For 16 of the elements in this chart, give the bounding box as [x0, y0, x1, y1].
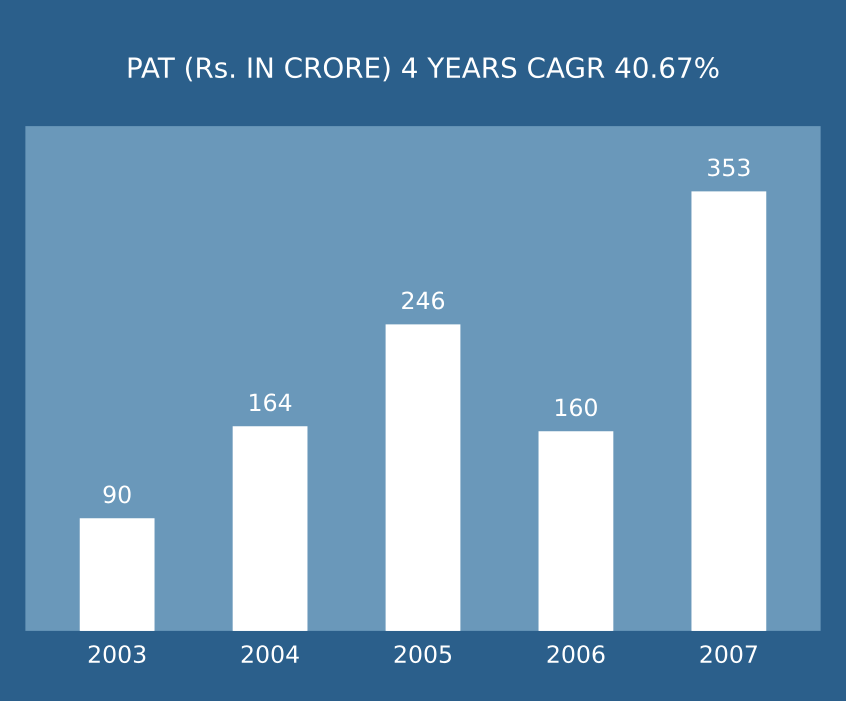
x-tick-label: 2007 — [700, 645, 757, 664]
x-tick-label: 2003 — [88, 645, 146, 664]
data-label: 160 — [556, 398, 597, 416]
data-label: 353 — [708, 158, 750, 176]
data-label: 90 — [104, 485, 131, 504]
data-label: 246 — [402, 292, 444, 310]
x-tick-label: 2006 — [548, 645, 604, 664]
bar — [232, 426, 308, 631]
bar — [80, 518, 155, 631]
bar — [538, 431, 614, 631]
x-tick-label: 2004 — [242, 645, 299, 664]
bar — [691, 191, 766, 631]
bar — [386, 324, 460, 631]
chart-title: PAT (Rs. IN CRORE) 4 YEARS CAGR 40.67% — [128, 56, 718, 82]
data-label: 164 — [250, 393, 292, 412]
x-tick-label: 2005 — [394, 645, 451, 664]
